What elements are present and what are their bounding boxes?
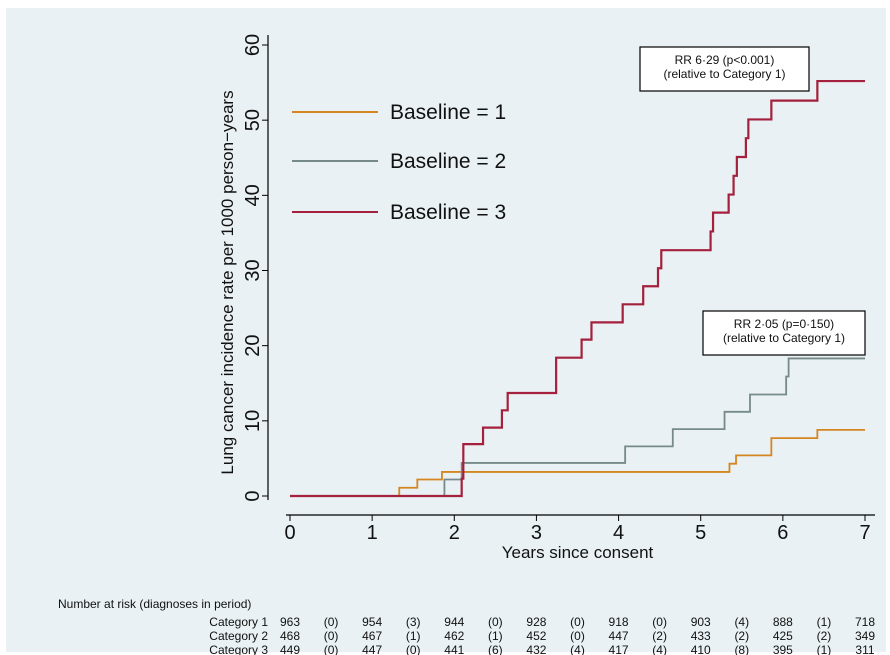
risk-cell: (0) [324, 615, 339, 629]
risk-cell: 918 [609, 615, 629, 629]
risk-cell: 449 [280, 643, 300, 655]
x-tick-label: 6 [777, 522, 788, 544]
y-tick-label: 50 [242, 109, 264, 131]
risk-cell: 349 [855, 629, 875, 643]
x-tick-label: 3 [531, 522, 542, 544]
risk-cell: (0) [324, 629, 339, 643]
annotation-text: RR 2·05 (p=0·150) [734, 317, 834, 331]
risk-cell: 395 [773, 643, 793, 655]
annotation-text: (relative to Category 1) [723, 331, 845, 345]
risk-cell: (1) [817, 643, 832, 655]
risk-cell: 441 [444, 643, 464, 655]
risk-row-label: Category 2 [209, 629, 268, 643]
risk-cell: (3) [406, 615, 421, 629]
annotation-box-1 [639, 46, 810, 92]
x-tick-label: 2 [449, 522, 460, 544]
risk-cell: (0) [570, 615, 585, 629]
risk-cell: (4) [734, 615, 749, 629]
risk-cell: 311 [855, 643, 874, 655]
risk-cell: (6) [488, 643, 503, 655]
risk-cell: 425 [773, 629, 793, 643]
y-tick-label: 10 [242, 410, 264, 432]
risk-cell: (0) [488, 615, 503, 629]
annotation-text: (relative to Category 1) [663, 67, 785, 81]
risk-cell: 433 [691, 629, 711, 643]
risk-table: Number at risk (diagnoses in period) Cate… [58, 597, 875, 655]
legend-label-baseline-2: Baseline = 2 [390, 150, 506, 173]
x-tick-label: 4 [613, 522, 624, 544]
risk-cell: (1) [406, 629, 421, 643]
risk-row-label: Category 3 [209, 643, 268, 655]
x-axis-title: Years since consent [502, 543, 654, 562]
x-tick-label: 7 [859, 522, 870, 544]
risk-cell: (2) [734, 629, 749, 643]
risk-cell: 447 [362, 643, 382, 655]
risk-cell: 928 [526, 615, 546, 629]
legend-label-baseline-3: Baseline = 3 [390, 201, 506, 224]
risk-cell: (0) [406, 643, 421, 655]
y-tick-label: 60 [242, 34, 264, 56]
y-tick-label: 0 [242, 490, 264, 501]
risk-cell: 903 [691, 615, 711, 629]
risk-cell: 452 [526, 629, 546, 643]
y-axis-title: Lung cancer incidence rate per 1000 pers… [218, 90, 237, 474]
risk-cell: 888 [773, 615, 793, 629]
legend: Baseline = 1 Baseline = 2 Baseline = 3 [292, 101, 506, 224]
annotations: RR 6·29 (p<0.001)(relative to Category 1… [639, 46, 866, 356]
risk-cell: (0) [652, 615, 667, 629]
risk-cell: 432 [526, 643, 546, 655]
risk-cell: 944 [444, 615, 464, 629]
risk-cell: (4) [652, 643, 667, 655]
risk-cell: (4) [570, 643, 585, 655]
risk-cell: (0) [570, 629, 585, 643]
risk-cell: (1) [488, 629, 503, 643]
y-tick-label: 20 [242, 335, 264, 357]
x-tick-label: 0 [284, 522, 295, 544]
risk-cell: 954 [362, 615, 382, 629]
legend-label-baseline-1: Baseline = 1 [390, 101, 506, 124]
risk-cell: 467 [362, 629, 382, 643]
risk-cell: 468 [280, 629, 300, 643]
risk-cell: (1) [817, 615, 832, 629]
series-lines [290, 79, 865, 498]
annotation-box-2 [702, 310, 866, 356]
risk-cell: (2) [652, 629, 667, 643]
x-tick-label: 5 [695, 522, 706, 544]
y-tick-label: 30 [242, 259, 264, 281]
series-line-baseline-1 [290, 428, 865, 497]
risk-cell: (8) [734, 643, 749, 655]
risk-cell: 410 [691, 643, 711, 655]
y-tick-label: 40 [242, 184, 264, 206]
risk-cell: (2) [817, 629, 832, 643]
risk-cell: 417 [609, 643, 629, 655]
risk-cell: 718 [855, 615, 875, 629]
risk-cell: 462 [444, 629, 464, 643]
risk-cell: 963 [280, 615, 300, 629]
risk-row-label: Category 1 [209, 615, 268, 629]
risk-cell: 447 [609, 629, 629, 643]
axes: 0 10 20 30 40 50 60 0 1 2 3 4 5 6 7 Years since consent… [218, 34, 875, 562]
risk-cell: (0) [324, 643, 339, 655]
series-line-baseline-3 [290, 79, 865, 498]
annotation-text: RR 6·29 (p<0.001) [675, 53, 775, 67]
series-line-baseline-2 [290, 357, 865, 497]
risk-table-header: Number at risk (diagnoses in period) [58, 597, 251, 611]
x-tick-label: 1 [367, 522, 378, 544]
